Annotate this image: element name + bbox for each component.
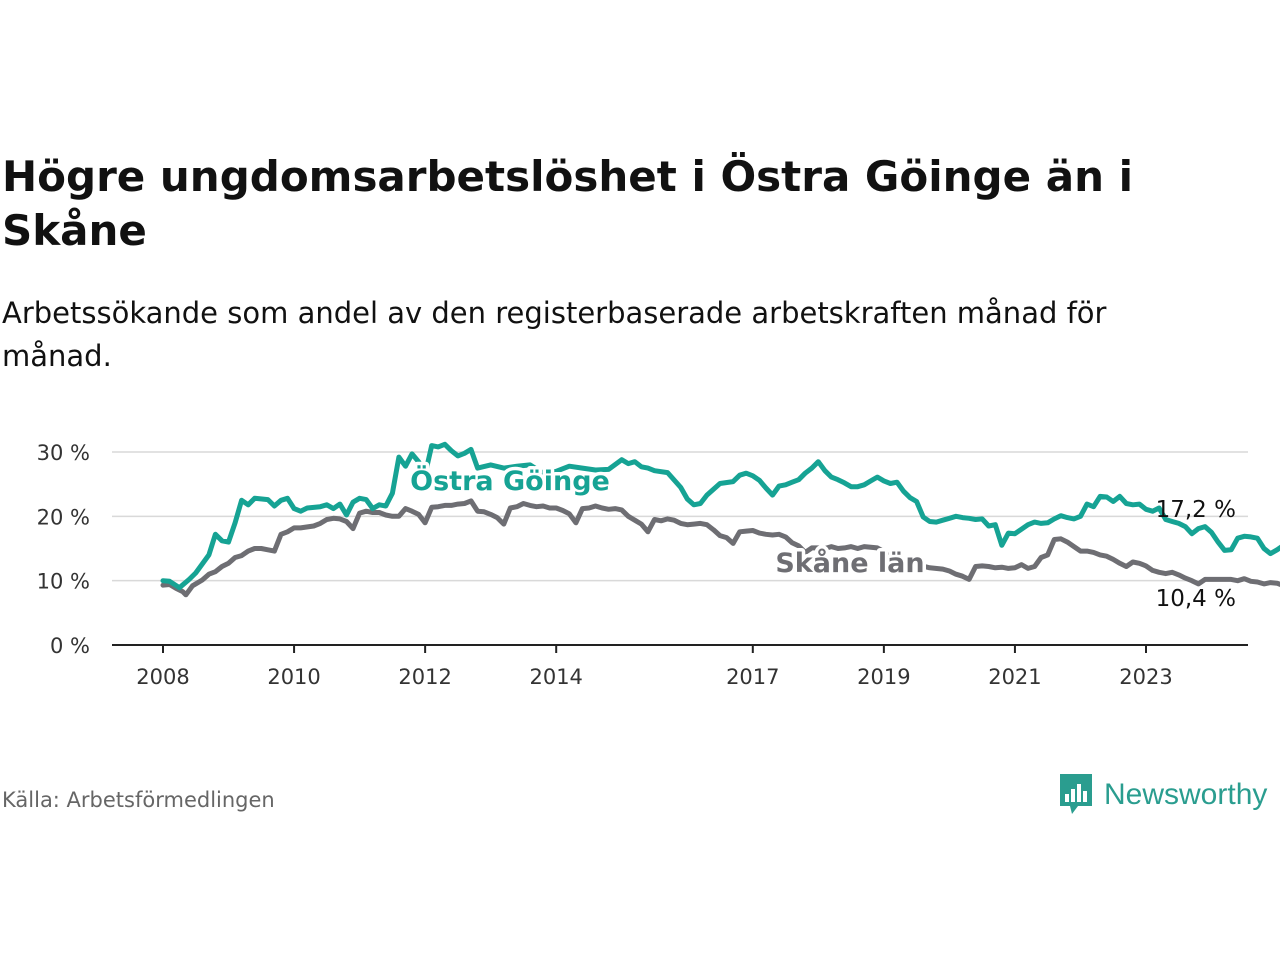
newsworthy-logo-icon xyxy=(1060,774,1092,814)
line-chart: 0 % 10 % 20 % 30 % 2008 2010 2012 2014 2017 2019… xyxy=(37,441,1280,689)
x-tick-label: 2017 xyxy=(726,665,779,689)
series-line-skane-lan xyxy=(160,498,1280,598)
x-tick-label: 2023 xyxy=(1119,665,1172,689)
x-tick-label: 2008 xyxy=(136,665,189,689)
x-tick-label: 2012 xyxy=(398,665,451,689)
chart-subtitle: Arbetssökande som andel av den registerb… xyxy=(2,296,1107,373)
end-label-skane-lan: 10,4 % xyxy=(1156,586,1236,612)
x-tick-label: 2014 xyxy=(529,665,582,689)
x-tick-label: 2010 xyxy=(267,665,320,689)
brand-name: Newsworthy xyxy=(1104,778,1268,811)
x-tick-label: 2019 xyxy=(857,665,910,689)
end-label-ostra-goinge: 17,2 % xyxy=(1156,497,1236,523)
y-tick-label: 30 % xyxy=(37,441,90,465)
series-label-ostra-goinge: Östra Göinge xyxy=(410,464,610,497)
source-note: Källa: Arbetsförmedlingen xyxy=(2,788,275,812)
series-label-skane-lan: Skåne län xyxy=(775,547,924,579)
newsworthy-brand[interactable]: Newsworthy xyxy=(1058,772,1267,818)
x-tick-label: 2021 xyxy=(988,665,1041,689)
y-tick-label: 10 % xyxy=(37,570,90,594)
y-tick-label: 20 % xyxy=(37,505,90,529)
chart-title: Högre ungdomsarbetslöshet i Östra Göinge… xyxy=(2,152,1133,255)
series-line-ostra-goinge xyxy=(160,441,1280,591)
y-tick-label: 0 % xyxy=(50,634,90,658)
